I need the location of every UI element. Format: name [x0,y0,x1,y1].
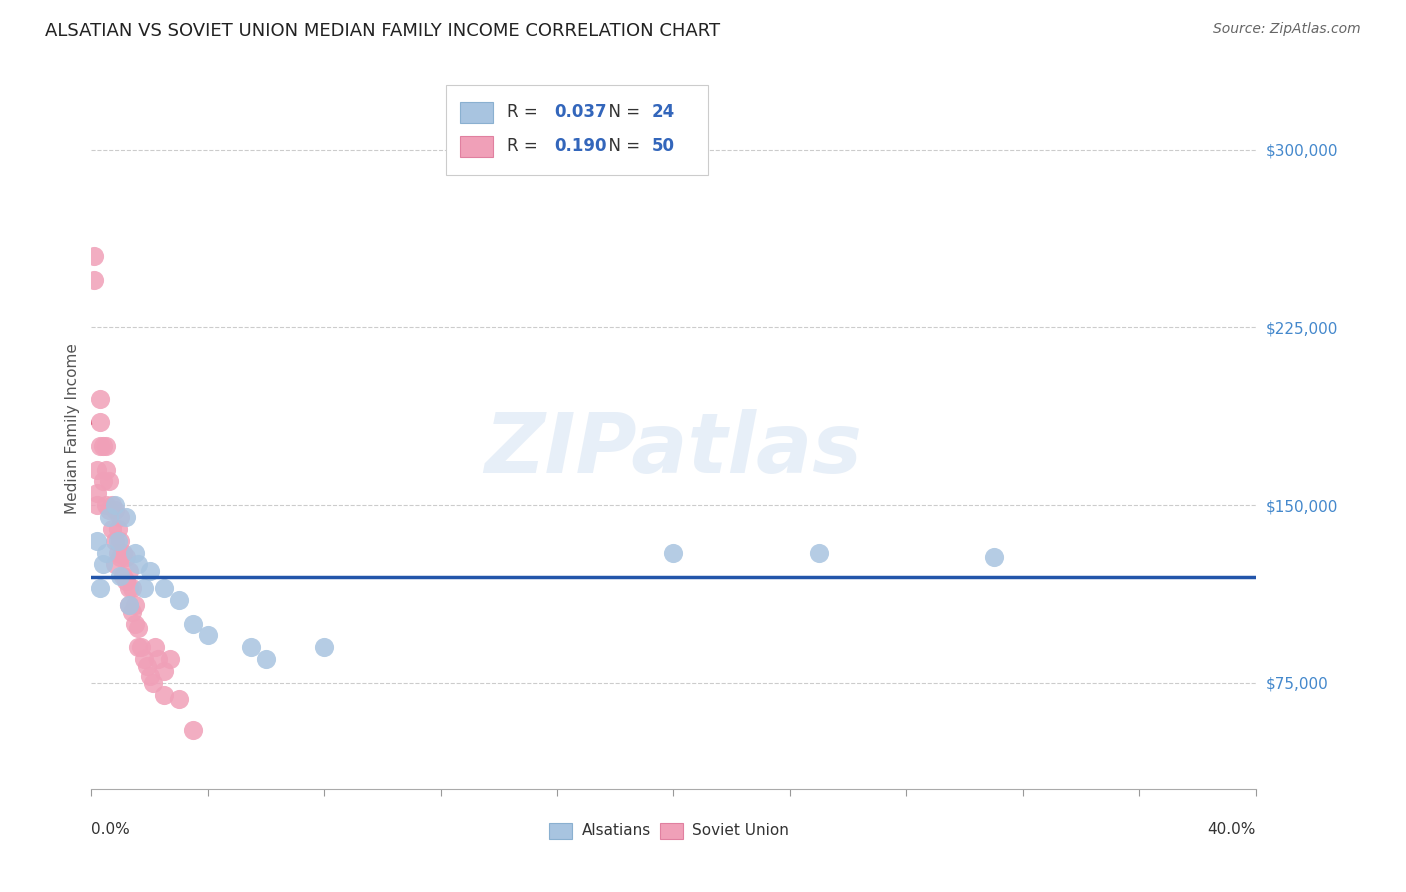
Point [314,640,336,655]
Point [159,652,181,666]
Point [141,675,163,690]
Text: R =: R = [508,137,548,155]
Point [91,439,114,453]
Text: 0.190: 0.190 [555,137,607,155]
Point [107,522,129,536]
Point [100,498,122,512]
Point [118,598,141,612]
Point [124,545,146,559]
Point [110,510,132,524]
Point [181,723,204,738]
Point [127,640,149,655]
Point [118,565,141,579]
Point [86,498,108,512]
Point [94,545,117,559]
Point [145,640,167,655]
Point [110,550,132,565]
Point [91,475,114,489]
Point [110,569,132,583]
Point [138,669,160,683]
Point [118,581,141,595]
Point [132,581,155,595]
Text: Soviet Union: Soviet Union [692,823,789,838]
Text: 0.0%: 0.0% [91,822,131,837]
Point [807,545,830,559]
Point [127,621,149,635]
Point [86,533,108,548]
Point [94,462,117,476]
Text: N =: N = [598,103,645,121]
Text: ALSATIAN VS SOVIET UNION MEDIAN FAMILY INCOME CORRELATION CHART: ALSATIAN VS SOVIET UNION MEDIAN FAMILY I… [45,22,720,40]
Point [662,545,685,559]
Point [153,581,176,595]
Point [132,652,155,666]
Point [104,503,127,517]
Point [97,503,120,517]
Text: N =: N = [598,137,645,155]
Point [104,498,127,512]
Point [89,581,111,595]
Point [197,628,219,642]
Point [135,659,157,673]
Point [115,574,138,588]
Point [124,616,146,631]
Point [148,652,170,666]
Point [89,415,111,429]
Point [91,558,114,572]
Text: R =: R = [508,103,548,121]
Point [240,640,263,655]
Point [89,392,111,406]
Text: 24: 24 [651,103,675,121]
Point [181,616,204,631]
Point [89,439,111,453]
Point [83,249,105,263]
Point [112,569,135,583]
Point [112,545,135,559]
Text: Source: ZipAtlas.com: Source: ZipAtlas.com [1213,22,1361,37]
Point [153,688,176,702]
Point [983,550,1005,565]
Text: Alsatians: Alsatians [582,823,651,838]
Point [153,664,176,678]
Point [121,605,143,619]
Point [115,550,138,565]
Y-axis label: Median Family Income: Median Family Income [65,343,80,514]
Point [100,522,122,536]
Point [86,462,108,476]
FancyBboxPatch shape [460,136,494,157]
Text: ZIPatlas: ZIPatlas [485,409,862,491]
Point [110,533,132,548]
Point [94,439,117,453]
Point [86,486,108,500]
Text: 0.037: 0.037 [555,103,607,121]
FancyBboxPatch shape [460,102,494,123]
Point [129,640,152,655]
Point [127,558,149,572]
Point [115,510,138,524]
Point [83,273,105,287]
Text: 50: 50 [651,137,675,155]
Text: 40.0%: 40.0% [1208,822,1256,837]
Point [121,581,143,595]
Point [167,692,190,706]
Point [138,565,160,579]
Point [97,510,120,524]
Point [124,598,146,612]
FancyBboxPatch shape [548,823,572,839]
Point [97,475,120,489]
FancyBboxPatch shape [447,85,709,175]
Point [104,558,127,572]
Point [118,598,141,612]
Point [94,498,117,512]
FancyBboxPatch shape [659,823,683,839]
Point [104,533,127,548]
Point [167,593,190,607]
Point [107,533,129,548]
Point [254,652,277,666]
Point [107,545,129,559]
